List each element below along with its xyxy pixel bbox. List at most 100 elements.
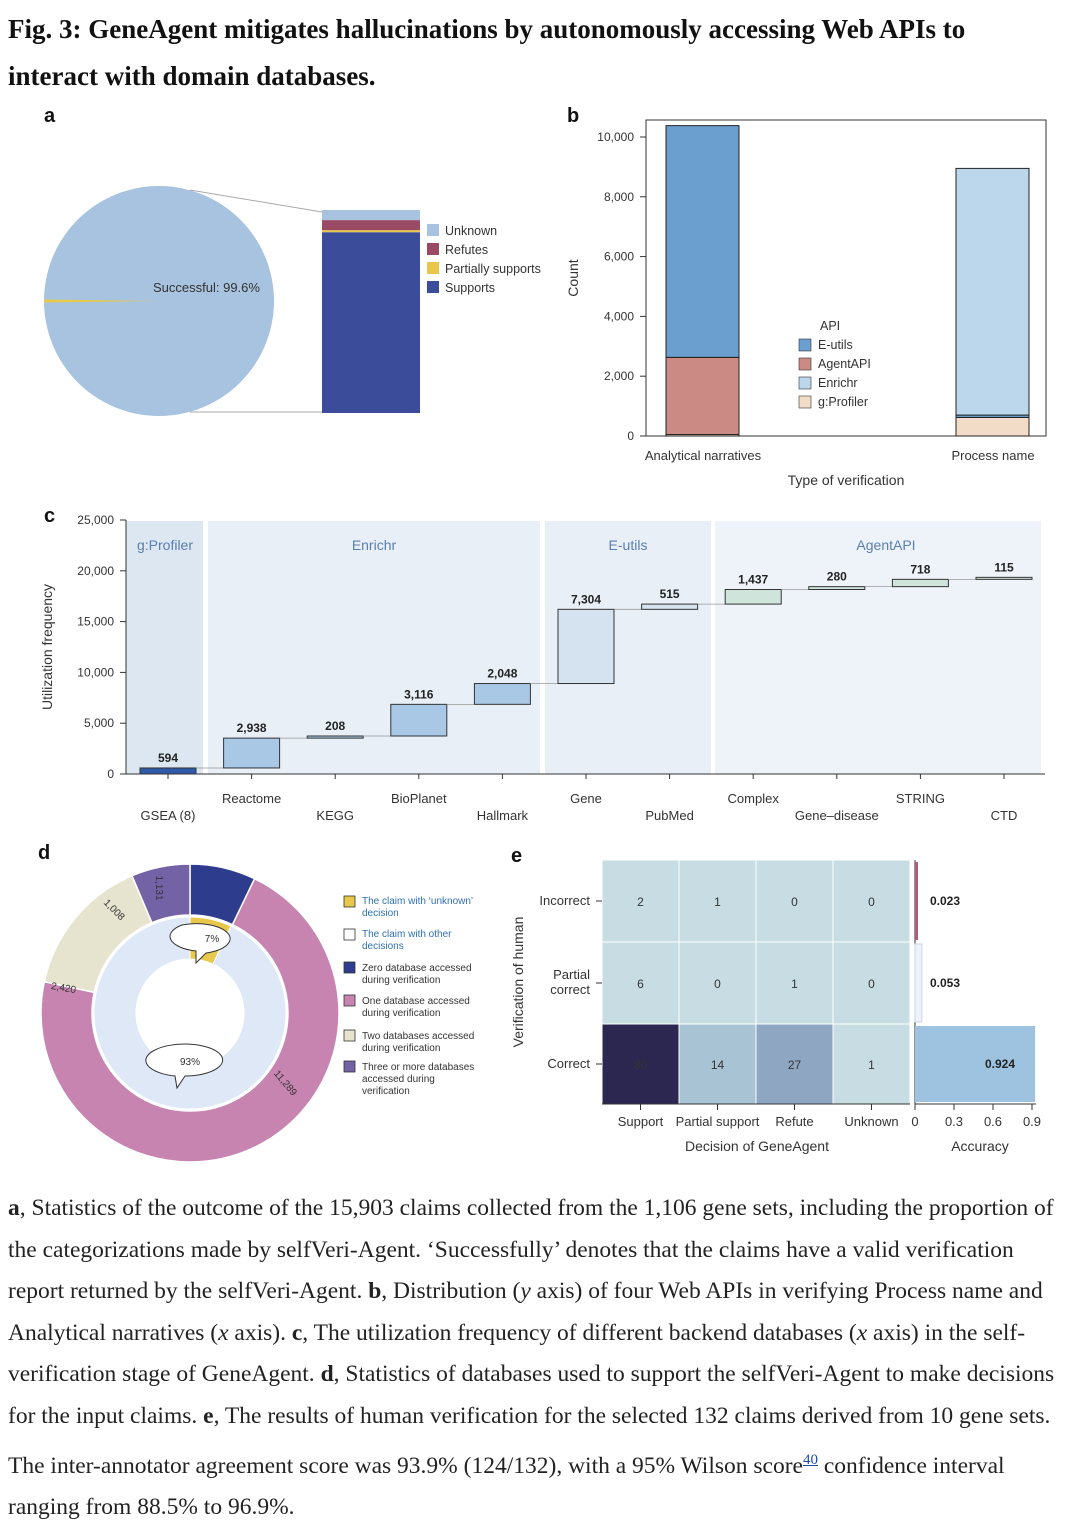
bar-b-enrichr <box>955 167 1030 416</box>
y-axis-b: 0 2,000 4,000 6,000 8,000 10,000 <box>597 130 646 443</box>
accuracy-value-label: 0.924 <box>985 1057 1015 1071</box>
waterfall-bar <box>557 608 615 685</box>
legend-label-unknown: Unknown <box>445 224 497 238</box>
x-tick-label-c: GSEA (8) <box>141 808 196 823</box>
heatmap-value: 0 <box>791 895 798 909</box>
y-tick-label-c: 20,000 <box>77 564 114 578</box>
row-label-correct: Correct <box>547 1056 590 1071</box>
data-label-c: 115 <box>994 560 1014 574</box>
heatmap-value: 1 <box>714 895 721 909</box>
legend-swatch-gprofiler <box>798 395 812 409</box>
x-tick-label-c: Gene <box>570 791 602 806</box>
pie-label-successful: Successful: 99.6% <box>153 280 260 295</box>
caption-letter-a: a <box>8 1195 20 1221</box>
y-tick-label-b: 8,000 <box>604 190 634 204</box>
figure-caption: a, Statistics of the outcome of the 15,9… <box>8 1188 1074 1529</box>
plot-frame-b <box>645 119 1047 437</box>
outer-ring-one-db <box>40 877 340 1163</box>
legend-label-supports: Supports <box>445 281 495 295</box>
caption-b-text-1: , Distribution ( <box>381 1278 521 1305</box>
legend-label-agentapi: AgentAPI <box>818 357 871 371</box>
caption-c-text-1: , The utilization frequency of different… <box>302 1319 857 1346</box>
accuracy-value-label: 0.023 <box>930 894 960 908</box>
caption-letter-c: c <box>291 1319 303 1346</box>
row-label-correct-suffix: correct <box>550 982 590 997</box>
accuracy-bar <box>915 1026 1036 1102</box>
x-tick-label-c: BioPlanet <box>391 791 447 806</box>
x-tick-label-c: KEGG <box>316 808 354 823</box>
waterfall-bar <box>473 683 531 705</box>
y-tick-label-c: 25,000 <box>77 513 114 527</box>
y-tick-label-c: 10,000 <box>77 665 114 679</box>
legend-swatch-other-decisions <box>343 928 356 941</box>
reference-link-40[interactable]: 40 <box>802 1451 818 1468</box>
caption-b-y: y <box>520 1278 531 1305</box>
heatmap-value: 27 <box>788 1058 802 1072</box>
y-tick-label-b: 4,000 <box>604 309 634 323</box>
data-label-c: 718 <box>910 562 930 576</box>
y-tick-label-c: 15,000 <box>77 615 114 629</box>
legend-unknown-decision-line1: The claim with ‘unknown’ <box>362 896 473 907</box>
figure-graphics: a Successful: 99.6% Unknown Refutes Part… <box>38 105 1047 1163</box>
legend-zero-db-line1: Zero database accessed <box>362 963 472 974</box>
caption-e-text-1: , The results of human verification for … <box>8 1402 1051 1479</box>
legend-label-gprofiler: g:Profiler <box>818 395 868 409</box>
row-label-incorrect: Incorrect <box>539 893 590 908</box>
breakdown-segment-supports <box>322 232 420 413</box>
y-tick-label-b: 10,000 <box>597 130 634 144</box>
legend-two-db-line1: Two databases accessed <box>362 1031 474 1042</box>
data-label-c: 208 <box>325 719 345 733</box>
x-tick-label-c: STRING <box>896 791 945 806</box>
waterfall-bar <box>139 767 197 775</box>
caption-b-x: x <box>218 1319 229 1346</box>
caption-b-text-3: axis). <box>228 1319 292 1346</box>
legend-three-db-line3: verification <box>362 1086 410 1097</box>
data-label-c: 2,048 <box>487 667 517 681</box>
waterfall-bar <box>975 576 1033 580</box>
panel-d: d 7% 93% 1,131 1,008 2,420 11,289 The cl… <box>38 842 474 1163</box>
waterfall-bar <box>641 603 699 610</box>
panel-a: a Successful: 99.6% Unknown Refutes Part… <box>44 105 541 416</box>
accuracy-value-label: 0.053 <box>930 976 960 990</box>
heatmap-value: 6 <box>637 977 644 991</box>
waterfall-bar <box>891 578 949 588</box>
bar-b-agentapi <box>665 356 740 436</box>
caption-letter-b: b <box>368 1278 382 1305</box>
heatmap-value: 0 <box>868 977 875 991</box>
x-tick-label-c: PubMed <box>645 808 693 823</box>
callout-bubble-7 <box>169 923 231 965</box>
panel-letter-b: b <box>567 105 579 127</box>
caption-c-x: x <box>856 1319 868 1346</box>
heatmap-cell <box>832 859 911 943</box>
accuracy-bar <box>915 862 918 940</box>
legend-swatch-refutes <box>427 243 439 255</box>
group-band-agentapi <box>715 521 1041 774</box>
legend-swatch-e-utils <box>798 338 812 352</box>
legend-swatch-three-db <box>343 1060 356 1073</box>
caption-a-text: , Statistics of the outcome of the 15,90… <box>8 1195 1054 1305</box>
legend-swatch-two-db <box>343 1029 356 1042</box>
caption-letter-e: e <box>203 1402 214 1429</box>
accuracy-tick-label: 0.9 <box>1023 1114 1041 1129</box>
x-axis-title-b: Type of verification <box>788 472 905 488</box>
heatmap-value: 1 <box>791 977 798 991</box>
heatmap-value: 0 <box>714 977 721 991</box>
stacked-bars-b <box>665 125 1030 437</box>
waterfall-bars-c: 594 GSEA (8) 2,938 Reactome 208 KEGG 3,116 BioP… <box>139 560 1033 823</box>
column-label: Unknown <box>844 1114 898 1129</box>
panel-e: e 2 1 0 0 6 0 1 0 80 14 27 1 Incorrect Partialcorrect… <box>510 845 1041 1154</box>
bar-b-e-utils <box>665 125 740 358</box>
breakdown-segment-refutes <box>322 220 420 231</box>
waterfall-bar <box>306 735 364 739</box>
x-axis-title-accuracy: Accuracy <box>951 1138 1009 1154</box>
row-label-partial: Partial <box>553 967 590 982</box>
figure-title-line-2: interact with domain databases. <box>8 61 376 91</box>
y-axis-c: 0 5,000 10,000 15,000 20,000 25,000 <box>77 513 127 781</box>
y-tick-label-b: 6,000 <box>604 250 634 264</box>
caption-d-text: , Statistics of databases used to suppor… <box>8 1361 1055 1429</box>
legend-swatch-zero-db <box>343 961 356 974</box>
x-tick-label-c: Hallmark <box>477 808 529 823</box>
column-label: Refute <box>775 1114 813 1129</box>
legend-other-decisions-line1: The claim with other <box>362 929 452 940</box>
